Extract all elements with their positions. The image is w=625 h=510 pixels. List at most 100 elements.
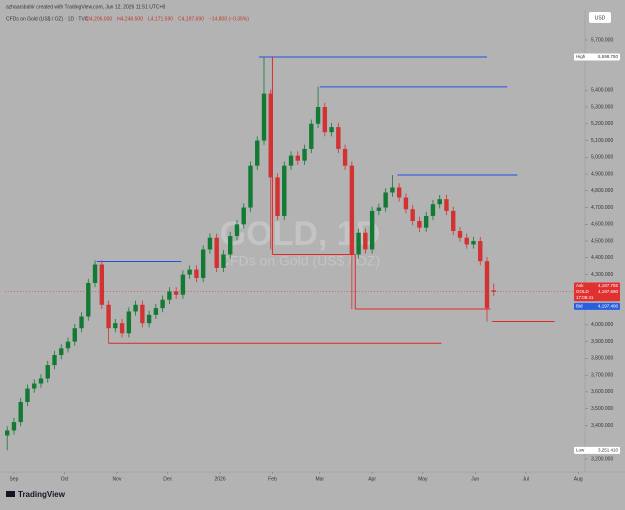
candle-body	[72, 328, 77, 342]
candle-body	[471, 241, 476, 245]
candle-body	[5, 430, 10, 436]
candle-body	[336, 127, 341, 149]
candle-body	[376, 207, 382, 211]
candle-body	[383, 192, 388, 208]
price-label-value: 4,197.400	[598, 304, 619, 309]
candle-body	[106, 304, 111, 329]
candle-body	[52, 355, 57, 366]
x-tick-label: Aug	[574, 476, 583, 482]
candle-body	[295, 155, 300, 161]
x-tick-label: May	[418, 476, 428, 482]
candle-body	[153, 308, 159, 315]
x-tick-label: Oct	[61, 476, 69, 482]
y-tick-label: 3,900.000	[591, 339, 613, 345]
ohlc-value: O4,206.000	[86, 16, 112, 22]
candle-body	[282, 165, 287, 216]
candle-body	[329, 127, 334, 133]
y-tick-label: 4,000.000	[591, 322, 613, 328]
x-tick-label: Dec	[163, 476, 172, 482]
price-label-box	[574, 288, 620, 296]
x-tick-label: Jun	[471, 476, 479, 482]
currency-label[interactable]: USD	[595, 15, 606, 21]
candle-body	[214, 237, 219, 268]
candle-body	[356, 232, 361, 255]
symbol-line: CFDs on Gold (US$ / OZ) · 1D · TVC	[6, 16, 89, 22]
y-tick-label: 3,600.000	[591, 389, 613, 395]
ohlc-value: H4,246.500	[117, 16, 143, 22]
price-label-name: Low	[576, 448, 585, 453]
candle-body	[403, 197, 409, 210]
candle-body	[234, 224, 240, 237]
candle-body	[302, 148, 307, 161]
ohlc-value: L4,171.590	[148, 16, 173, 22]
candle-body	[187, 269, 192, 275]
candle-body	[38, 378, 44, 384]
candle-body	[173, 291, 179, 295]
candle-body	[268, 93, 273, 178]
candle-body	[261, 93, 267, 141]
candle-body	[457, 231, 463, 238]
y-tick-label: 5,200.000	[591, 121, 613, 127]
price-label-name: High	[576, 54, 586, 59]
candle-body	[410, 209, 415, 221]
candle-body	[309, 123, 314, 149]
price-label-name: Ask	[576, 283, 584, 288]
price-label-box	[574, 53, 620, 61]
candle-body	[255, 140, 260, 166]
price-label-box	[574, 446, 620, 454]
candle-body	[417, 220, 422, 228]
candle-body	[491, 290, 496, 292]
x-tick-label: Sep	[10, 476, 19, 482]
x-tick-label: Nov	[113, 476, 122, 482]
x-tick-label: Apr	[368, 476, 376, 482]
candle-body	[194, 269, 199, 278]
ohlc-value: −14.800 (−0.35%)	[209, 16, 249, 22]
price-label-box	[574, 294, 620, 302]
candle-body	[478, 241, 483, 262]
y-tick-label: 3,400.000	[591, 423, 613, 429]
x-tick-label: Jul	[523, 476, 529, 482]
y-tick-label: 4,800.000	[591, 188, 613, 194]
logo-text: TradingView	[18, 490, 66, 499]
candle-body	[18, 401, 23, 423]
candle-body	[430, 204, 436, 216]
author-line: azhaarsbahir created with TradingView.co…	[6, 4, 165, 10]
y-tick-label: 5,000.000	[591, 155, 613, 161]
currency-button[interactable]	[589, 12, 611, 23]
plot	[5, 56, 585, 451]
candle-body	[451, 210, 456, 232]
y-tick-label: 4,500.000	[591, 238, 613, 244]
candle-body	[464, 237, 469, 245]
candle-body	[113, 323, 118, 329]
candle-body	[119, 323, 125, 334]
candle-body	[248, 165, 253, 208]
candle-body	[363, 232, 368, 250]
price-label-name: Bid	[576, 304, 583, 309]
candle-body	[146, 314, 152, 324]
candle-body	[11, 422, 17, 431]
y-tick-label: 3,500.000	[591, 406, 613, 412]
candle-body	[126, 311, 132, 334]
price-label-box	[574, 282, 620, 290]
y-tick-label: 5,700.000	[591, 37, 613, 43]
candle-body	[32, 383, 37, 389]
price-label-value: 4,197.755	[598, 283, 619, 288]
logo: TradingView	[6, 490, 66, 499]
price-label-value: 3,251.410	[598, 448, 619, 453]
watermark-name: CFDs on Gold (US$ / OZ)	[220, 253, 380, 269]
price-label-value: 4,197.690	[598, 289, 619, 294]
candle-body	[349, 165, 355, 255]
candle-body	[86, 282, 91, 317]
price-label-value: 5,598.750	[598, 54, 619, 59]
candle-body	[200, 249, 206, 278]
y-tick-label: 4,900.000	[591, 171, 613, 177]
x-tick-label: Feb	[268, 476, 277, 482]
y-tick-label: 3,700.000	[591, 372, 613, 378]
y-tick-label: 5,400.000	[591, 88, 613, 94]
candle-body	[133, 304, 138, 312]
candle-body	[45, 365, 50, 379]
candle-body	[180, 274, 186, 295]
candle-body	[288, 155, 294, 166]
x-tick-label: 2026	[215, 476, 226, 482]
